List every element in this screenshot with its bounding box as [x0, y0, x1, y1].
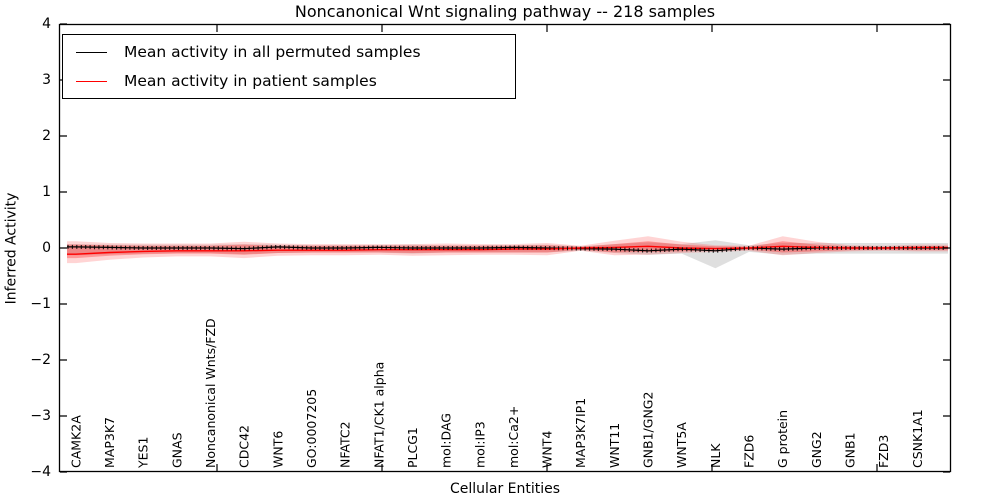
y-tick-label: 2 [42, 128, 51, 144]
x-category-label: Noncanonical Wnts/FZD [203, 318, 218, 468]
chart-title: Noncanonical Wnt signaling pathway -- 21… [294, 2, 716, 21]
x-category-label: NLK [708, 443, 723, 468]
x-category-label: G protein [775, 410, 790, 468]
x-category-label: YES1 [136, 437, 151, 469]
x-category-label: FZD3 [876, 435, 891, 468]
y-tick-label: 3 [42, 72, 51, 88]
y-tick-label: −4 [30, 464, 51, 480]
x-category-label: NFAT1/CK1 alpha [371, 362, 386, 468]
x-category-label: PLCG1 [405, 427, 420, 468]
x-category-label: WNT4 [540, 431, 555, 468]
legend-item-patient: Mean activity in patient samples [63, 67, 515, 96]
x-category-label: MAP3K7 [102, 417, 117, 468]
legend: Mean activity in all permuted samples Me… [62, 34, 516, 99]
x-category-label: mol:DAG [439, 413, 454, 468]
x-category-label: CDC42 [237, 425, 252, 468]
permuted-line-markers [67, 244, 944, 253]
x-category-label: WNT11 [607, 423, 622, 468]
y-tick-label: 1 [42, 184, 51, 200]
x-category-label: GNB1/GNG2 [641, 392, 656, 468]
x-category-label: GO:0007205 [304, 389, 319, 468]
x-category-label: NFATC2 [338, 421, 353, 468]
y-tick-label: 4 [42, 16, 51, 32]
x-category-label: GNAS [169, 432, 184, 468]
y-tick-label: 0 [42, 240, 51, 256]
x-category-label: CAMK2A [68, 415, 83, 468]
legend-item-permuted: Mean activity in all permuted samples [63, 38, 515, 67]
x-category-label: WNT6 [270, 431, 285, 468]
legend-label-patient: Mean activity in patient samples [124, 72, 377, 90]
axes-spines [58, 23, 952, 473]
x-category-label: GNG2 [809, 431, 824, 468]
legend-label-permuted: Mean activity in all permuted samples [124, 43, 421, 61]
y-tick-label: −1 [30, 296, 51, 312]
x-category-label: FZD6 [742, 435, 757, 468]
x-category-label: CSNK1A1 [910, 409, 925, 468]
x-category-label: mol:IP3 [472, 421, 487, 468]
permuted-line-swatch-icon [76, 51, 107, 53]
y-tick-label: −2 [30, 352, 51, 368]
x-category-label: mol:Ca2+ [506, 406, 521, 468]
x-category-label: GNB1 [843, 432, 858, 468]
y-tick-label: −3 [30, 408, 51, 424]
x-category-label: MAP3K7IP1 [573, 398, 588, 468]
x-axis-label: Cellular Entities [449, 481, 561, 497]
patient-line-swatch-icon [76, 80, 107, 82]
x-category-label: WNT5A [674, 422, 689, 468]
